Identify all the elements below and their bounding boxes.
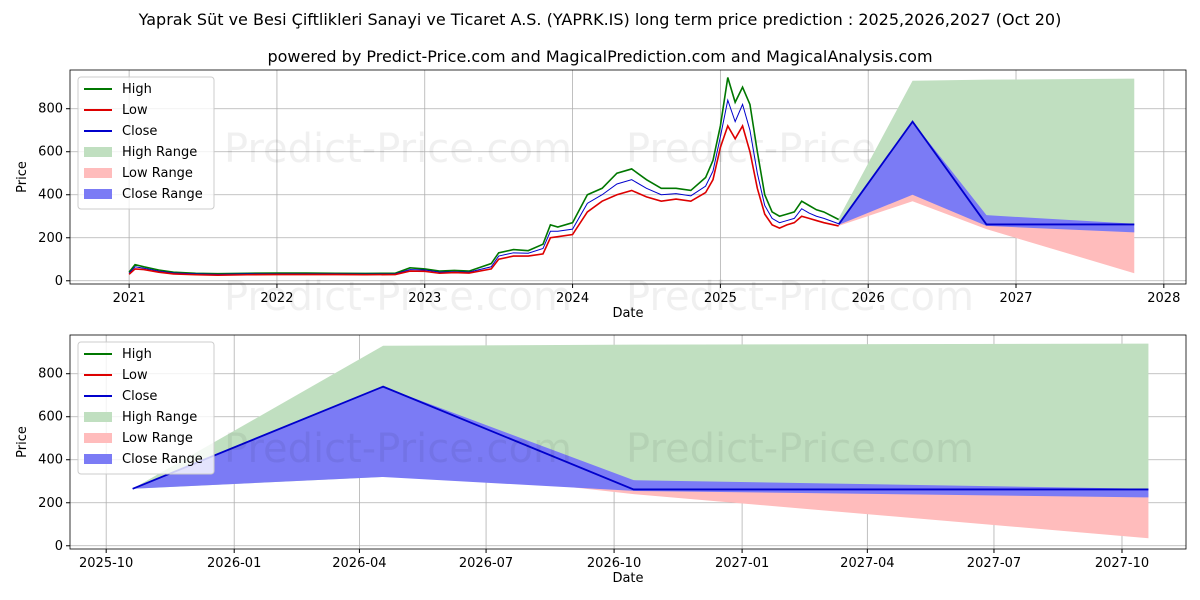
legend-swatch-close-range (84, 454, 112, 464)
legend-label: High (122, 82, 152, 97)
legend-label: High Range (122, 145, 197, 160)
legend-swatch-high-range (84, 147, 112, 157)
x-tick-label: 2026-04 (332, 556, 386, 571)
high-series-line (128, 77, 839, 275)
low-range-area (132, 457, 1149, 539)
y-tick-label: 200 (38, 231, 63, 246)
predicted-close-line (132, 385, 1149, 491)
y-axis-label: Price (15, 426, 30, 458)
legend-label: Low (122, 368, 148, 383)
close-range-area (132, 386, 1149, 498)
watermark: Predict-Price.com (626, 426, 974, 472)
y-tick-label: 800 (38, 367, 63, 382)
x-tick-label: 2027 (999, 291, 1032, 306)
x-tick-label: 2021 (113, 291, 146, 306)
low-range-area (838, 192, 1135, 274)
y-tick-label: 600 (38, 410, 63, 425)
legend-label: Close Range (122, 452, 203, 467)
x-tick-label: 2024 (556, 291, 589, 306)
history-panel: Predict-Price.com Predict-Price.com Pred… (15, 69, 1187, 321)
chart-title: Yaprak Süt ve Besi Çiftlikleri Sanayi ve… (138, 10, 1062, 29)
legend-swatch-low-range (84, 433, 112, 443)
y-tick-label: 400 (38, 453, 63, 468)
y-tick-label: 200 (38, 496, 63, 511)
predicted-close-line (837, 120, 1135, 226)
x-tick-label: 2028 (1147, 291, 1180, 306)
watermark: Predict-Price.com (224, 426, 572, 472)
x-tick-label: 2027-10 (1095, 556, 1149, 571)
legend-label: High (122, 347, 152, 362)
prediction-panel: Predict-Price.com Predict-Price.com 2025… (15, 334, 1187, 586)
y-tick-label: 600 (38, 145, 63, 160)
x-tick-label: 2026-10 (587, 556, 641, 571)
x-tick-label: 2022 (260, 291, 293, 306)
y-tick-label: 800 (38, 102, 63, 117)
legend-label: Low Range (122, 166, 193, 181)
watermark: Predict-Price.com (224, 274, 572, 320)
x-tick-label: 2023 (408, 291, 441, 306)
close-range-area (838, 121, 1135, 233)
legend-swatch-close-range (84, 189, 112, 199)
x-tick-label: 2026-01 (207, 556, 261, 571)
watermark: Predict-Price.com (224, 126, 572, 172)
legend-label: Low (122, 103, 148, 118)
chart-subtitle: powered by Predict-Price.com and Magical… (267, 47, 932, 66)
low-series-line (128, 123, 839, 276)
x-tick-label: 2025 (704, 291, 737, 306)
plot-frame (69, 69, 1187, 285)
legend-label: Low Range (122, 431, 193, 446)
y-tick-label: 0 (55, 539, 63, 554)
watermark: Predict-Price.com (626, 274, 974, 320)
x-tick-label: 2026-07 (459, 556, 513, 571)
y-axis-label: Price (15, 161, 30, 193)
legend-swatch-low-range (84, 168, 112, 178)
x-tick-label: 2027-01 (715, 556, 769, 571)
x-tick-label: 2027-07 (967, 556, 1021, 571)
legend-swatch-high-range (84, 412, 112, 422)
x-axis-label: Date (612, 306, 643, 321)
x-tick-label: 2027-04 (840, 556, 894, 571)
y-tick-label: 400 (38, 188, 63, 203)
y-tick-label: 0 (55, 274, 63, 289)
plot-frame (69, 334, 1187, 550)
legend-label: High Range (122, 410, 197, 425)
x-tick-label: 2026 (852, 291, 885, 306)
legend-label: Close (122, 389, 157, 404)
x-tick-label: 2025-10 (79, 556, 133, 571)
legend-label: Close (122, 124, 157, 139)
x-axis-label: Date (612, 571, 643, 586)
legend-label: Close Range (122, 187, 203, 202)
